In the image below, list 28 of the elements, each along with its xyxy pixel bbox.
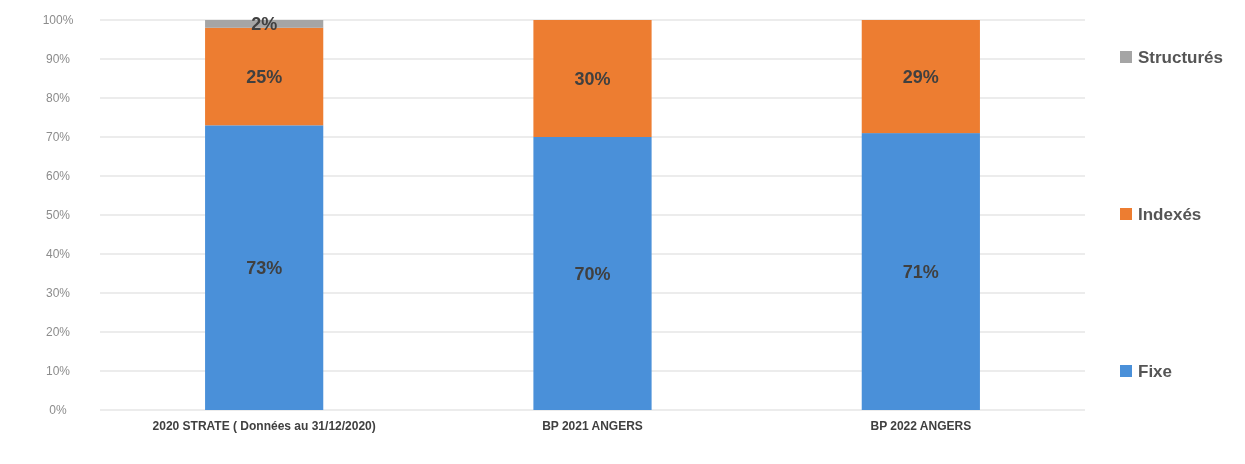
legend-label: Fixe bbox=[1138, 361, 1173, 381]
bar bbox=[861, 20, 980, 134]
y-tick-label: 40% bbox=[45, 247, 71, 262]
y-tick-label: 90% bbox=[45, 52, 71, 67]
y-tick-label: 70% bbox=[45, 130, 71, 145]
legend-label: Structurés bbox=[1138, 47, 1224, 67]
y-tick-label: 80% bbox=[45, 91, 71, 106]
y-tick-label: 0% bbox=[49, 403, 67, 418]
y-tick-label: 30% bbox=[45, 286, 71, 301]
data-label: 73% bbox=[246, 257, 283, 278]
x-tick-label: BP 2022 ANGERS bbox=[870, 419, 972, 433]
data-label: 71% bbox=[902, 261, 939, 282]
data-label: 70% bbox=[574, 263, 611, 284]
y-tick-label: 100% bbox=[42, 13, 74, 28]
bar bbox=[533, 20, 652, 137]
legend-label: Indexés bbox=[1138, 204, 1202, 224]
data-label: 30% bbox=[574, 68, 611, 89]
x-tick-label: 2020 STRATE ( Données au 31/12/2020) bbox=[152, 419, 376, 433]
y-tick-label: 10% bbox=[45, 364, 71, 379]
y-tick-label: 20% bbox=[45, 325, 71, 340]
data-label: 25% bbox=[246, 66, 283, 87]
bar bbox=[533, 137, 652, 410]
x-tick-label: BP 2021 ANGERS bbox=[542, 419, 643, 433]
data-label: 29% bbox=[902, 66, 939, 87]
y-tick-label: 50% bbox=[45, 208, 71, 223]
bar bbox=[861, 133, 980, 410]
y-tick-label: 60% bbox=[45, 169, 71, 184]
bar bbox=[205, 125, 324, 410]
